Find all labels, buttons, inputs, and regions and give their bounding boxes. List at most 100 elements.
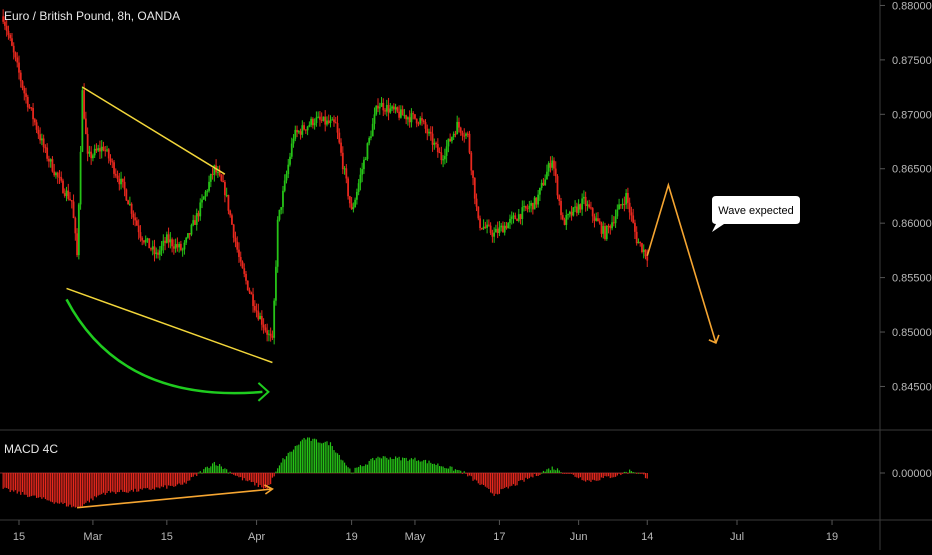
- candle-body: [137, 225, 140, 233]
- macd-histogram-bar: [438, 466, 441, 473]
- candle-body: [382, 102, 385, 111]
- macd-histogram-bar: [542, 470, 545, 473]
- macd-histogram-bar: [435, 464, 437, 473]
- macd-histogram-bar: [504, 473, 506, 488]
- macd-histogram-bar: [634, 472, 636, 474]
- macd-histogram-bar: [204, 467, 207, 473]
- macd-histogram-bar: [519, 473, 522, 481]
- candle-body: [239, 257, 242, 262]
- candle-body: [516, 219, 518, 221]
- candle-body: [560, 200, 562, 216]
- macd-histogram-bar: [518, 473, 520, 482]
- candle-body: [547, 163, 550, 172]
- macd-histogram-bar: [292, 449, 295, 473]
- macd-histogram-bar: [238, 473, 240, 478]
- macd-histogram-bar: [593, 473, 596, 481]
- macd-histogram-bar: [428, 460, 430, 473]
- macd-histogram-bar: [307, 437, 309, 473]
- macd-pane-title: MACD 4C: [4, 442, 58, 456]
- candle-body: [524, 206, 527, 209]
- macd-histogram-bar: [317, 442, 319, 473]
- candle-body: [213, 165, 216, 175]
- macd-histogram-bar: [67, 473, 69, 507]
- macd-histogram-bar: [199, 471, 201, 473]
- macd-histogram-bar: [349, 468, 351, 473]
- candle-body: [431, 133, 434, 145]
- candle-body: [466, 133, 469, 135]
- candle-body: [181, 249, 184, 251]
- candle-body: [496, 228, 499, 234]
- candle-body: [278, 209, 281, 220]
- candle-body: [97, 148, 100, 151]
- macd-histogram-bar: [189, 473, 191, 481]
- candle-body: [165, 234, 168, 243]
- macd-histogram-bar: [298, 444, 300, 473]
- macd-histogram-bar: [111, 473, 113, 492]
- macd-histogram-bar: [630, 471, 633, 473]
- macd-histogram-bar: [537, 473, 539, 477]
- macd-histogram-bar: [380, 458, 383, 473]
- macd-histogram-bar: [532, 473, 534, 478]
- macd-histogram-bar: [222, 469, 224, 473]
- macd-histogram-bar: [314, 438, 316, 473]
- macd-histogram-bar: [166, 473, 168, 489]
- candle-body: [319, 116, 321, 120]
- candle-body: [231, 215, 233, 225]
- candle-body: [577, 204, 580, 213]
- candle-body: [600, 223, 603, 234]
- candle-body: [23, 88, 26, 94]
- candle-body: [322, 116, 325, 121]
- macd-histogram-bar: [414, 457, 416, 473]
- macd-histogram-bar: [257, 473, 259, 488]
- candle-body: [5, 25, 8, 31]
- macd-histogram-bar: [35, 473, 38, 498]
- candle-body: [465, 133, 467, 136]
- candle-body: [505, 225, 508, 229]
- macd-histogram-bar: [217, 465, 219, 473]
- candle-body: [51, 159, 54, 172]
- candle-body: [378, 106, 381, 109]
- macd-histogram-bar: [354, 467, 356, 473]
- candle-body: [153, 246, 156, 255]
- candle-body: [391, 106, 393, 109]
- macd-histogram-bar: [409, 459, 411, 473]
- macd-histogram-bar: [453, 470, 455, 473]
- macd-histogram-bar: [315, 439, 318, 473]
- macd-histogram-bar: [363, 466, 365, 473]
- macd-histogram-bar: [171, 473, 173, 486]
- candle-body: [62, 180, 64, 194]
- candle-body: [32, 108, 34, 120]
- macd-histogram-bar: [509, 473, 511, 487]
- candle-body: [366, 143, 369, 160]
- macd-histogram-bar: [243, 473, 245, 479]
- x-axis-tick-label: Mar: [83, 531, 102, 543]
- candle-body: [95, 148, 98, 151]
- candle-body: [435, 142, 437, 145]
- candle-body: [417, 123, 420, 125]
- candle-body: [438, 152, 441, 154]
- candle-body: [533, 197, 536, 210]
- candle-body: [269, 333, 272, 336]
- candle-body: [487, 224, 490, 226]
- candle-body: [162, 240, 165, 246]
- candle-body: [459, 127, 462, 133]
- candle-body: [37, 129, 40, 135]
- macd-histogram-bar: [109, 473, 112, 493]
- macd-histogram-bar: [470, 473, 472, 477]
- candle-body: [259, 315, 261, 320]
- callout-label: Wave expected: [718, 205, 793, 217]
- macd-histogram-bar: [393, 458, 395, 473]
- candle-body: [415, 118, 418, 124]
- macd-histogram-bar: [74, 473, 76, 508]
- candle-body: [454, 133, 457, 135]
- macd-histogram-bar: [280, 462, 282, 473]
- macd-histogram-bar: [477, 473, 479, 484]
- macd-histogram-bar: [572, 473, 574, 475]
- macd-histogram-bar: [206, 466, 208, 473]
- macd-histogram-bar: [558, 470, 560, 473]
- candle-body: [275, 266, 277, 301]
- macd-histogram-bar: [611, 473, 613, 478]
- candle-body: [354, 199, 357, 208]
- candle-body: [554, 168, 557, 177]
